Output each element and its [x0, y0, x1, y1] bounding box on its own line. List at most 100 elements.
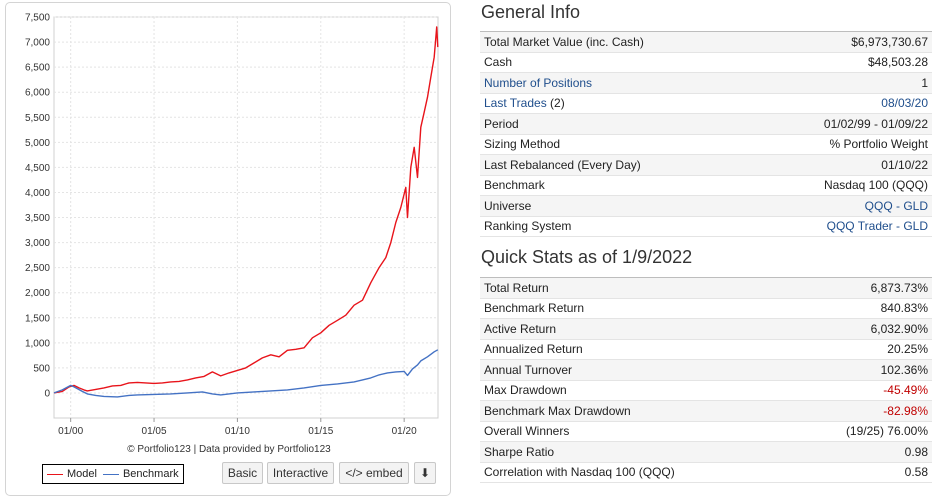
row-label: Last Rebalanced (Every Day)	[480, 154, 751, 176]
legend-label-model: Model	[67, 468, 97, 480]
y-tick-label: 500	[33, 363, 50, 374]
quick-stats-title: Quick Stats as of 1/9/2022	[481, 247, 693, 267]
basic-button[interactable]: Basic	[222, 462, 263, 484]
legend-swatch-benchmark	[102, 473, 119, 475]
table-row: Ranking System QQQ Trader - GLD	[480, 216, 932, 237]
row-value: 01/10/22	[751, 154, 932, 176]
row-label: Benchmark Max Drawdown	[480, 400, 792, 422]
row-value: 0.98	[791, 441, 932, 463]
table-row: Annualized Return 20.25%	[480, 339, 932, 360]
row-label: Universe	[480, 195, 751, 217]
x-tick-label: 01/05	[142, 426, 167, 437]
table-row: Last Trades (2) 08/03/20	[480, 93, 932, 114]
row-label-last-trades: Last Trades (2)	[480, 93, 751, 114]
download-icon[interactable]: ⬇	[414, 462, 436, 484]
x-tick-label: 01/10	[225, 426, 250, 437]
y-tick-label: 4,000	[25, 188, 50, 199]
x-tick-label: 01/20	[392, 426, 417, 437]
y-tick-label: 2,000	[25, 288, 50, 299]
last-trades-count: (2)	[550, 96, 565, 111]
y-tick-label: 4,500	[25, 163, 50, 174]
row-label: Overall Winners	[480, 421, 792, 442]
legend-label-benchmark: Benchmark	[122, 468, 179, 480]
table-row: Number of Positions 1	[480, 72, 932, 94]
y-tick-label: 1,000	[25, 338, 50, 349]
series-line-model	[53, 26, 439, 394]
row-label: Cash	[480, 52, 751, 73]
row-value: (19/25) 76.00%	[791, 421, 932, 442]
general-info-table: Total Market Value (inc. Cash) $6,973,73…	[480, 31, 932, 237]
row-label: Sizing Method	[480, 134, 751, 155]
interactive-button[interactable]: Interactive	[267, 462, 334, 484]
general-info-title: General Info	[481, 2, 581, 22]
table-row: Benchmark Max Drawdown -82.98%	[480, 400, 932, 422]
row-value: 01/02/99 - 01/09/22	[751, 113, 932, 135]
y-tick-label: 1,500	[25, 313, 50, 324]
row-label: Max Drawdown	[480, 380, 792, 401]
row-value: -45.49%	[791, 380, 932, 401]
y-tick-label: 7,500	[25, 13, 50, 24]
row-label: Sharpe Ratio	[480, 441, 792, 463]
y-tick-label: 5,000	[25, 138, 50, 149]
table-row: Universe QQQ - GLD	[480, 195, 932, 217]
x-tick-label: 01/00	[58, 426, 83, 437]
table-row: Total Market Value (inc. Cash) $6,973,73…	[480, 31, 932, 53]
y-tick-label: 7,000	[25, 38, 50, 49]
universe-link[interactable]: QQQ - GLD	[751, 195, 932, 217]
last-trades-date-link[interactable]: 08/03/20	[751, 93, 932, 114]
row-value: 0.58	[791, 462, 932, 483]
x-tick-label: 01/15	[308, 426, 333, 437]
table-row: Sizing Method % Portfolio Weight	[480, 134, 932, 155]
row-label: Period	[480, 113, 751, 135]
performance-chart: 0 500 1,000 1,500 2,000 2,500 3,000 3,500 4,000 4…	[25, 13, 439, 437]
table-row: Benchmark Return 840.83%	[480, 298, 932, 319]
series-line-benchmark	[53, 349, 439, 398]
row-value: 102.36%	[791, 359, 932, 381]
chart-panel: 0 500 1,000 1,500 2,000 2,500 3,000 3,500 4,000 4…	[5, 2, 451, 496]
row-value: 6,032.90%	[791, 318, 932, 340]
y-tick-label: 5,500	[25, 113, 50, 124]
chart-legend: Model Benchmark	[42, 464, 184, 484]
table-row: Max Drawdown -45.49%	[480, 380, 932, 401]
row-value: Nasdaq 100 (QQQ)	[751, 175, 932, 196]
row-value: 840.83%	[791, 298, 932, 319]
y-tick-label: 0	[44, 388, 50, 399]
y-tick-label: 3,500	[25, 213, 50, 224]
table-row: Last Rebalanced (Every Day) 01/10/22	[480, 154, 932, 176]
ranking-system-link[interactable]: QQQ Trader - GLD	[751, 216, 932, 237]
quick-stats-table: Total Return 6,873.73% Benchmark Return …	[480, 277, 932, 483]
last-trades-link[interactable]: Last Trades	[484, 96, 547, 111]
row-label: Benchmark	[480, 175, 751, 196]
table-row: Cash $48,503.28	[480, 52, 932, 73]
embed-button[interactable]: </> embed	[339, 462, 409, 484]
y-tick-label: 3,000	[25, 238, 50, 249]
row-value: % Portfolio Weight	[751, 134, 932, 155]
row-label: Total Return	[480, 277, 792, 299]
legend-item-benchmark[interactable]: Benchmark	[102, 468, 179, 480]
table-row: Annual Turnover 102.36%	[480, 359, 932, 381]
row-value: -82.98%	[791, 400, 932, 422]
table-row: Sharpe Ratio 0.98	[480, 441, 932, 463]
row-value: $48,503.28	[751, 52, 932, 73]
row-label: Benchmark Return	[480, 298, 792, 319]
row-label: Annualized Return	[480, 339, 792, 360]
row-label: Active Return	[480, 318, 792, 340]
number-of-positions-link[interactable]: Number of Positions	[480, 72, 751, 94]
y-tick-label: 6,500	[25, 63, 50, 74]
table-row: Correlation with Nasdaq 100 (QQQ) 0.58	[480, 462, 932, 483]
table-row: Active Return 6,032.90%	[480, 318, 932, 340]
table-row: Overall Winners (19/25) 76.00%	[480, 421, 932, 442]
chart-credit: © Portfolio123 | Data provided by Portfo…	[127, 444, 331, 455]
row-value: 1	[751, 72, 932, 94]
row-value: 20.25%	[791, 339, 932, 360]
legend-swatch-model	[47, 473, 63, 475]
row-label: Correlation with Nasdaq 100 (QQQ)	[480, 462, 792, 483]
row-value: 6,873.73%	[791, 277, 932, 299]
row-label: Annual Turnover	[480, 359, 792, 381]
legend-item-model[interactable]: Model	[47, 468, 97, 480]
table-row: Benchmark Nasdaq 100 (QQQ)	[480, 175, 932, 196]
y-tick-label: 6,000	[25, 88, 50, 99]
row-label: Total Market Value (inc. Cash)	[480, 31, 751, 53]
row-label: Ranking System	[480, 216, 751, 237]
row-value: $6,973,730.67	[751, 31, 932, 53]
